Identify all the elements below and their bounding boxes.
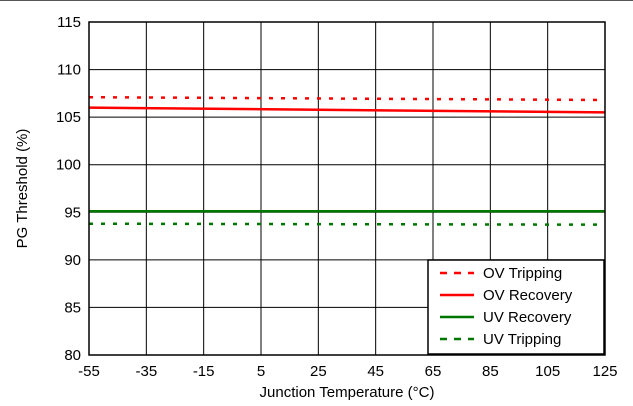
y-tick-label: 80 xyxy=(64,347,81,364)
y-tick-label: 95 xyxy=(64,204,81,221)
x-tick-label: -55 xyxy=(78,363,100,380)
top-rule xyxy=(0,0,633,1)
x-tick-label: 45 xyxy=(367,363,384,380)
x-tick-label: -35 xyxy=(135,363,157,380)
series-line xyxy=(88,222,606,226)
y-tick-label: 105 xyxy=(56,109,81,126)
series-line xyxy=(88,106,606,114)
y-tick-labels: 80 85 90 95 100 105 110 115 xyxy=(56,14,81,364)
series-lines xyxy=(88,95,606,226)
y-tick-label: 85 xyxy=(64,299,81,316)
x-tick-labels: -55 -35 -15 5 25 45 65 85 105 125 xyxy=(78,363,617,380)
y-tick-label: 110 xyxy=(57,62,81,79)
legend-label: UV Tripping xyxy=(483,331,561,348)
legend-label: OV Recovery xyxy=(483,287,573,304)
x-tick-label: 65 xyxy=(425,363,442,380)
y-tick-label: 90 xyxy=(64,252,81,269)
plot-frame xyxy=(88,21,606,356)
y-tick-label: 100 xyxy=(56,157,81,174)
x-tick-label: 5 xyxy=(257,363,265,380)
x-tick-label: 85 xyxy=(482,363,499,380)
legend-label: OV Tripping xyxy=(483,265,562,282)
legend: OV Tripping OV Recovery UV Recovery UV Trip… xyxy=(427,259,605,355)
x-tick-label: -15 xyxy=(193,363,215,380)
legend-label: UV Recovery xyxy=(483,309,572,326)
x-tick-label: 125 xyxy=(592,363,617,380)
y-tick-label: 115 xyxy=(57,14,81,31)
series-line xyxy=(88,95,606,102)
x-axis-title: Junction Temperature (°C) xyxy=(260,384,435,401)
x-tick-label: 105 xyxy=(535,363,560,380)
y-axis-title: PG Threshold (%) xyxy=(14,129,31,249)
x-tick-label: 25 xyxy=(310,363,327,380)
